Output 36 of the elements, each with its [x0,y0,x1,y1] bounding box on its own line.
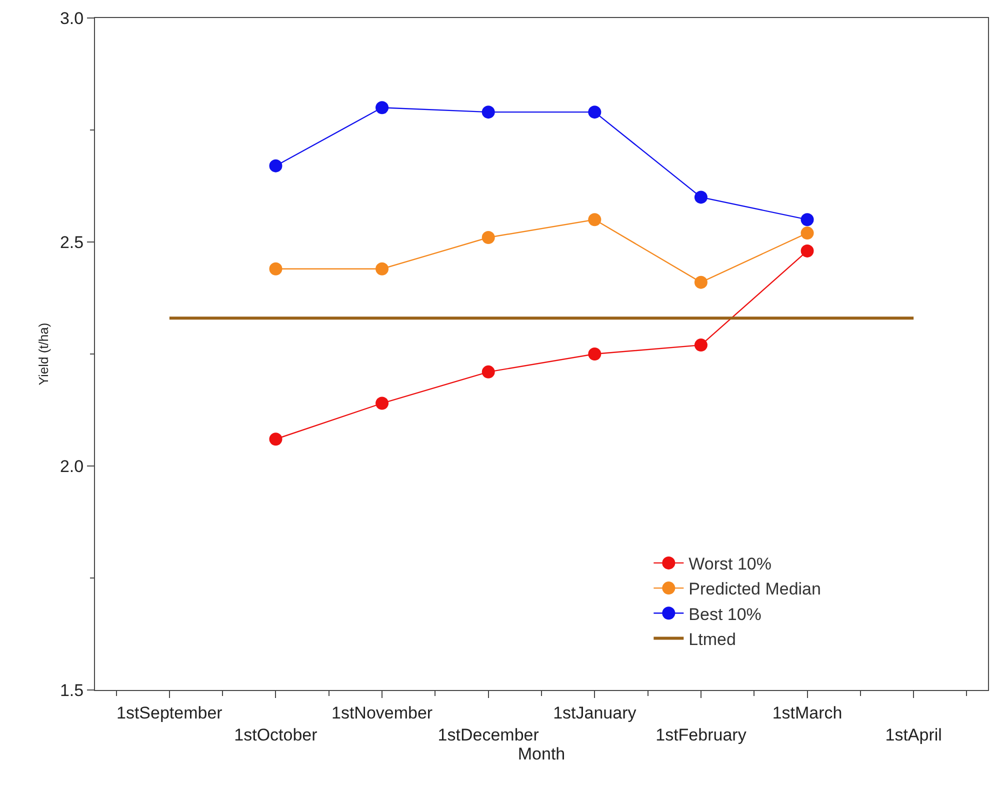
point [269,159,282,172]
point [588,213,602,226]
x-tick-label: 1stSeptember [116,703,223,722]
x-tick-label: 1stJanuary [553,703,637,722]
x-tick-label: 1stDecember [438,726,540,744]
legend-label: Ltmed [688,630,736,649]
point [482,106,495,119]
x-tick-label: 1stMarch [772,703,842,722]
point [269,432,282,446]
point [800,244,814,258]
point [376,262,389,276]
point [376,101,389,114]
point [482,365,495,378]
legend-label: Best 10% [688,604,762,624]
y-tick-label: 3.0 [60,8,84,28]
x-tick-label: 1stFebruary [656,726,747,744]
point [694,338,708,352]
y-tick-label: 1.5 [60,680,84,700]
x-axis-title: Month [518,744,566,764]
point [694,276,708,289]
legend-label: Worst 10% [688,554,772,574]
y-tick-label: 2.5 [60,232,84,252]
y-axis-title: Yield (t/ha) [36,322,51,386]
legend-label: Predicted Median [688,580,821,599]
point [694,190,708,204]
x-tick-label: 1stNovember [331,703,433,722]
point [269,262,282,276]
point [588,106,602,119]
point [588,348,602,360]
x-tick-label: 1stApril [885,726,942,744]
point [482,231,495,244]
point [376,396,389,410]
x-tick-label: 1stOctober [234,726,318,744]
y-tick-label: 2.0 [60,456,84,476]
point [800,213,814,226]
point [800,226,814,240]
